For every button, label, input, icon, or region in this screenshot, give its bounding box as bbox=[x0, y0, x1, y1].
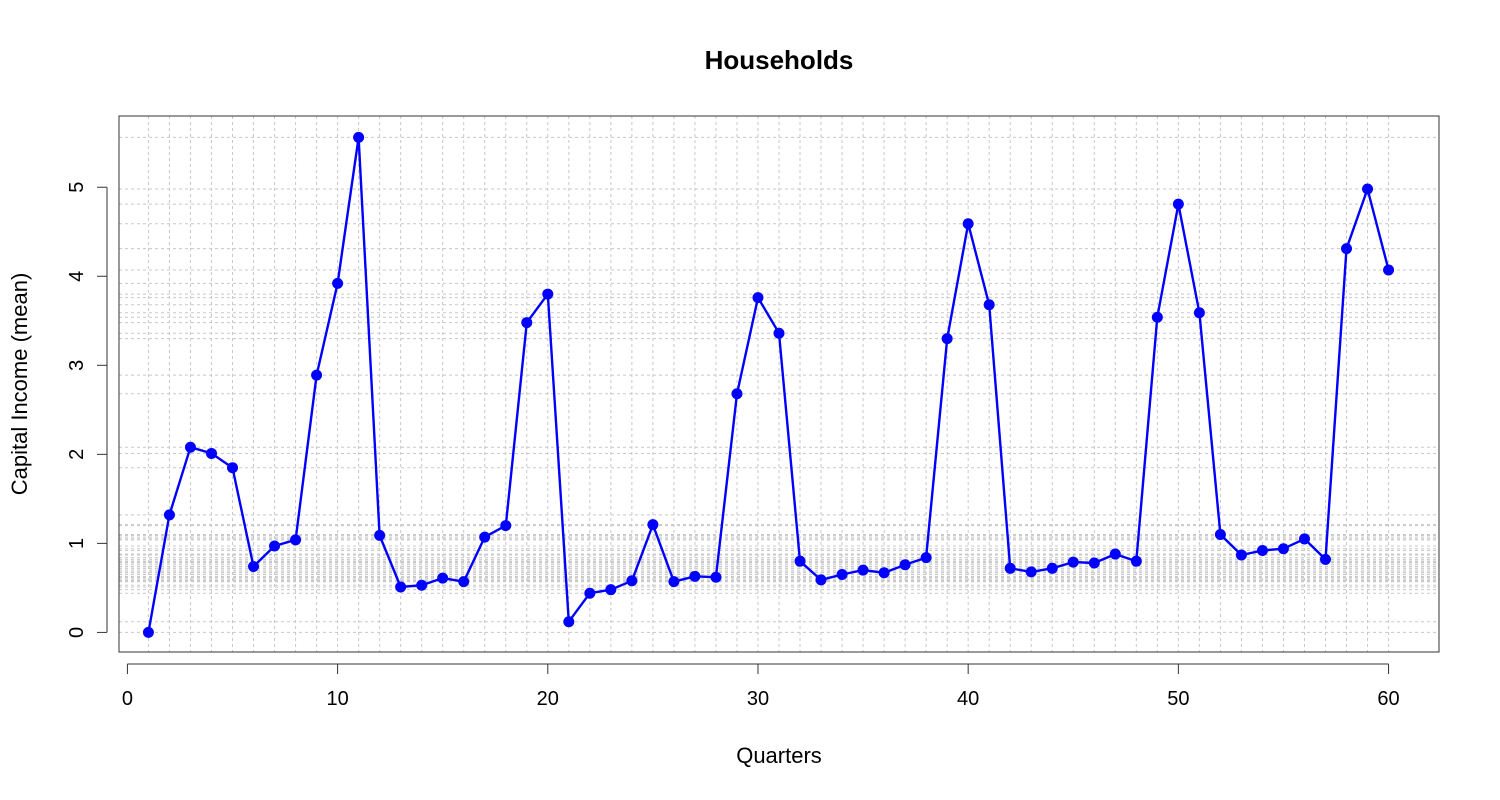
data-point bbox=[752, 292, 764, 304]
data-point bbox=[374, 529, 386, 541]
data-point bbox=[332, 277, 344, 289]
data-point bbox=[878, 567, 890, 579]
data-point bbox=[142, 626, 154, 638]
data-point bbox=[1193, 307, 1205, 319]
data-point bbox=[437, 572, 449, 584]
data-point bbox=[1319, 553, 1331, 565]
y-axis-label: Capital Income (mean) bbox=[7, 273, 32, 496]
data-point bbox=[1151, 311, 1163, 323]
series-line bbox=[147, 136, 1390, 633]
data-point bbox=[290, 534, 302, 546]
data-point bbox=[584, 587, 596, 599]
data-point bbox=[563, 616, 575, 628]
data-point bbox=[353, 131, 365, 143]
series-group bbox=[142, 131, 1395, 638]
data-point bbox=[983, 299, 995, 311]
data-point bbox=[1235, 549, 1247, 561]
data-point bbox=[458, 576, 470, 588]
y-tick-label: 3 bbox=[66, 360, 88, 371]
data-point bbox=[1130, 555, 1142, 567]
data-point bbox=[269, 540, 281, 552]
data-point bbox=[962, 218, 974, 230]
y-tick-label: 0 bbox=[66, 627, 88, 638]
data-point bbox=[920, 552, 932, 564]
data-point bbox=[1256, 544, 1268, 556]
data-point bbox=[479, 531, 491, 543]
data-point bbox=[1004, 562, 1016, 574]
y-tick-label: 1 bbox=[66, 538, 88, 549]
data-point bbox=[773, 327, 785, 339]
data-point bbox=[1341, 243, 1353, 255]
data-point bbox=[1046, 562, 1058, 574]
x-tick-label: 30 bbox=[747, 688, 769, 710]
data-point bbox=[184, 441, 196, 453]
data-point bbox=[1025, 566, 1037, 578]
y-axis: 0 1 2 3 4 5 bbox=[66, 182, 108, 638]
data-point bbox=[1067, 556, 1079, 568]
data-point bbox=[163, 509, 175, 521]
y-tick-label: 4 bbox=[66, 271, 88, 282]
data-point bbox=[542, 288, 554, 300]
data-point bbox=[1088, 557, 1100, 569]
x-tick-label: 0 bbox=[122, 688, 133, 710]
x-axis: 0 10 20 30 40 50 60 bbox=[122, 663, 1400, 710]
data-point bbox=[836, 569, 848, 581]
y-tick-label: 2 bbox=[66, 449, 88, 460]
data-point bbox=[521, 317, 533, 329]
data-point bbox=[941, 333, 953, 345]
x-axis-label: Quarters bbox=[736, 743, 822, 768]
data-point bbox=[395, 581, 407, 593]
x-tick-label: 10 bbox=[326, 688, 348, 710]
data-point bbox=[689, 570, 701, 582]
data-point bbox=[416, 579, 428, 591]
data-point bbox=[227, 462, 239, 474]
chart-title: Households bbox=[705, 45, 854, 75]
x-tick-label: 50 bbox=[1167, 688, 1189, 710]
data-point bbox=[248, 561, 260, 573]
data-point bbox=[710, 571, 722, 583]
plot-frame bbox=[118, 115, 1440, 653]
data-point bbox=[205, 447, 217, 459]
data-point bbox=[1298, 533, 1310, 545]
data-point bbox=[668, 576, 680, 588]
x-tick-label: 60 bbox=[1377, 688, 1399, 710]
data-point bbox=[1214, 528, 1226, 540]
data-point bbox=[1172, 198, 1184, 210]
data-point bbox=[815, 574, 827, 586]
data-point bbox=[626, 575, 638, 587]
x-tick-label: 20 bbox=[537, 688, 559, 710]
data-point bbox=[605, 584, 617, 596]
data-point bbox=[1277, 543, 1289, 555]
data-point bbox=[731, 388, 743, 400]
data-point bbox=[1362, 183, 1374, 195]
data-point bbox=[794, 555, 806, 567]
x-tick-label: 40 bbox=[957, 688, 979, 710]
data-point bbox=[1383, 264, 1395, 276]
grid bbox=[119, 116, 1439, 652]
data-point bbox=[647, 519, 659, 531]
y-tick-label: 5 bbox=[66, 182, 88, 193]
data-point bbox=[500, 520, 512, 532]
data-point bbox=[899, 559, 911, 571]
data-point bbox=[311, 369, 323, 381]
data-point bbox=[1109, 548, 1121, 560]
data-point bbox=[857, 564, 869, 576]
